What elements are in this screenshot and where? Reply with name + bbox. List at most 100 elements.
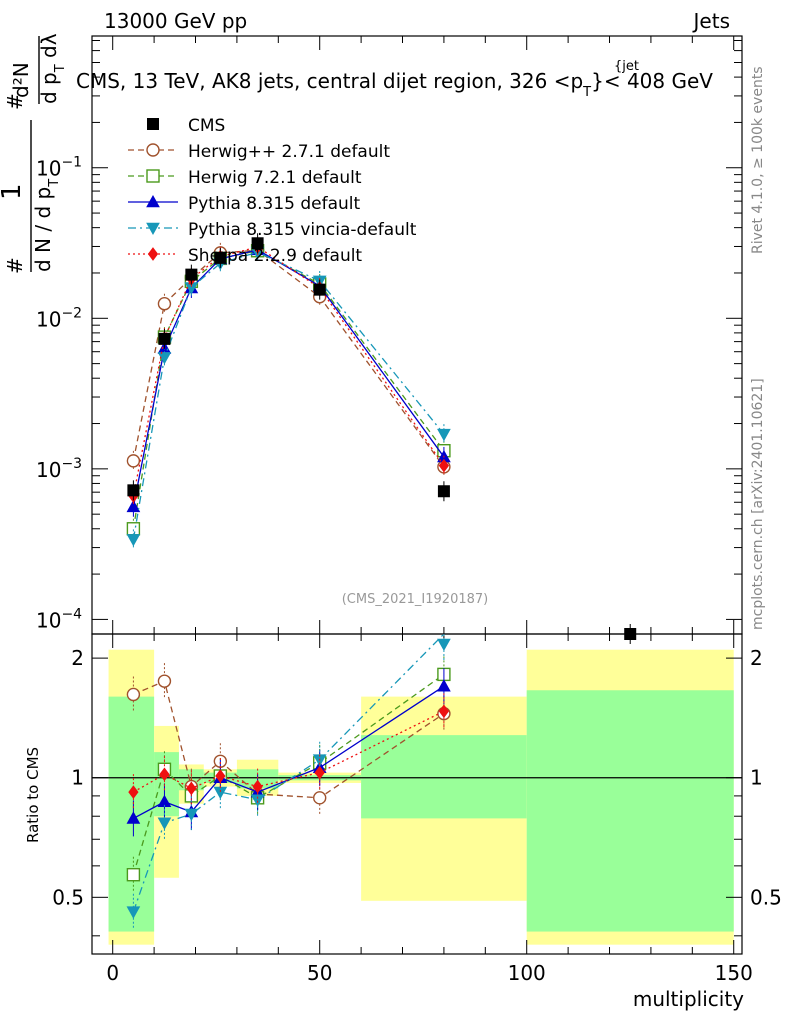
legend-label-herwig7: Herwig 7.2.1 default <box>188 168 362 188</box>
chart-title-sub: T <box>582 85 591 100</box>
rivet-label: Rivet 4.1.0, ≥ 100k events <box>750 66 766 254</box>
point-cms-3 <box>214 251 227 264</box>
legend-label-vincia: Pythia 8.315 vincia-default <box>188 220 417 240</box>
legend-marker-vincia <box>146 222 160 236</box>
series-vincia <box>126 242 451 550</box>
ratio-point-herwigpp-5 <box>313 791 327 805</box>
series-line-herwigpp <box>132 249 445 468</box>
y-label-hash-2: # <box>3 93 27 110</box>
y-label-den2: d pT dλ <box>37 33 68 104</box>
series-line-vincia <box>132 251 445 540</box>
ratio-point-vincia-4 <box>250 794 265 807</box>
y-tick-exp-1: −2 <box>61 305 82 321</box>
main-axis-ticks: 10−110−210−310−4 <box>36 36 742 634</box>
ratio-point-vincia-0 <box>126 906 141 919</box>
point-cms-5 <box>313 283 326 296</box>
y-tick-mantissa-1: 10 <box>36 307 61 331</box>
ratio-series-layer <box>126 633 451 930</box>
ratio-point-sherpa-5 <box>314 765 325 780</box>
ratio-point-sherpa-0 <box>128 785 139 799</box>
point-cms-2 <box>185 268 198 281</box>
analysis-tag: (CMS_2021_I1920187) <box>342 592 489 607</box>
y-label-num2: d²N <box>9 62 33 98</box>
x-tick-label-0: 0 <box>106 961 119 985</box>
point-vincia-6 <box>437 428 451 442</box>
legend-label-herwigpp: Herwig++ 2.7.1 default <box>188 142 390 162</box>
point-vincia-0 <box>126 534 141 547</box>
ratio-point-vincia-6 <box>437 638 451 652</box>
ratio-point-herwigpp-1 <box>157 674 172 688</box>
ratio-ytick-label-right-0: 0.5 <box>750 885 782 909</box>
ratio-point-herwig7-0 <box>126 868 141 882</box>
chart-title: CMS, 13 TeV, AK8 jets, central dijet reg… <box>76 69 713 100</box>
legend-marker-sherpa <box>147 247 159 261</box>
point-cms-0 <box>127 484 140 497</box>
x-tick-label-50: 50 <box>307 961 332 985</box>
y-tick-mantissa-0: 10 <box>36 157 61 181</box>
legend: CMS Herwig++ 2.7.1 default Herwig 7.2.1 de… <box>128 116 417 266</box>
y-label-den1: d N / d pT <box>31 179 62 272</box>
point-cms-7 <box>624 628 637 640</box>
ratio-point-pythia-0 <box>126 811 141 824</box>
ratio-point-herwigpp-0 <box>126 687 141 702</box>
y-tick-label-0: 10−1 <box>36 155 82 181</box>
legend-label-pythia: Pythia 8.315 default <box>188 194 361 214</box>
x-axis-label: multiplicity <box>633 987 744 1011</box>
y-tick-mantissa-2: 10 <box>36 458 61 482</box>
y-tick-exp-3: −4 <box>61 606 82 622</box>
ratio-point-sherpa-2 <box>186 781 197 796</box>
energy-label: 13000 GeV pp <box>104 9 247 33</box>
y-tick-label-1: 10−2 <box>36 305 82 331</box>
y-tick-exp-2: −3 <box>61 456 82 472</box>
point-cms-1 <box>158 332 171 345</box>
y-tick-exp-0: −1 <box>61 155 82 171</box>
ratio-ytick-label-left-0: 0.5 <box>52 885 84 909</box>
ratio-point-vincia-2 <box>184 808 199 822</box>
point-herwigpp-1 <box>157 297 172 311</box>
legend-label-sherpa: Sherpa 2.2.9 default <box>188 246 362 266</box>
point-herwig7-0 <box>126 522 141 536</box>
y-label-den1-text: d N / d p <box>31 187 55 272</box>
y-label-den2-text: d p <box>37 72 61 104</box>
series-cms <box>127 233 637 644</box>
ratio-frame <box>91 633 743 955</box>
y-label-den2-tail: dλ <box>37 33 61 64</box>
ratio-ytick-label-left-1: 1 <box>71 766 84 790</box>
main-series-layer <box>126 233 637 644</box>
point-vincia-1 <box>157 352 172 365</box>
y-tick-label-2: 10−3 <box>36 456 82 482</box>
ratio-point-sherpa-1 <box>159 767 170 782</box>
ratio-ytick-label-right-1: 1 <box>750 766 763 790</box>
legend-marker-herwigpp <box>146 143 160 157</box>
legend-marker-pythia <box>146 194 160 208</box>
source-label: mcplots.cern.ch [arXiv:2401.10621] <box>750 378 766 630</box>
legend-marker-cms <box>147 118 159 130</box>
series-sherpa <box>128 236 450 507</box>
y-label-den2-sub: T <box>53 64 68 73</box>
point-sherpa-6 <box>438 458 450 473</box>
legend-marker-herwig7 <box>146 169 160 183</box>
ratio-axis-ticks: 0 50 100 150 0.5 0.5 1 1 2 2 <box>52 634 782 985</box>
ratio-point-pythia-6 <box>437 679 451 692</box>
point-cms-4 <box>251 237 264 250</box>
y-tick-mantissa-3: 10 <box>36 608 61 632</box>
chart-title-sup: {jet <box>614 59 639 74</box>
x-tick-label-100: 100 <box>508 961 546 985</box>
chart-title-main: CMS, 13 TeV, AK8 jets, central dijet reg… <box>76 69 583 93</box>
ratio-point-vincia-1 <box>157 817 172 830</box>
ratio-point-sherpa-3 <box>215 769 226 783</box>
series-line-sherpa <box>132 246 445 497</box>
y-label-num1: 1 <box>0 183 27 200</box>
point-cms-6 <box>437 485 450 498</box>
chart-title-tail: }< 408 GeV <box>591 69 713 93</box>
point-herwigpp-0 <box>126 454 141 468</box>
ratio-ytick-label-right-2: 2 <box>750 646 763 670</box>
ratio-point-sherpa-6 <box>438 704 450 719</box>
ratio-band-inner-7 <box>526 690 734 932</box>
series-line-herwig7 <box>132 250 445 529</box>
series-herwig7 <box>126 240 451 539</box>
ratio-band-inner-6 <box>361 735 527 819</box>
ratio-y-label: Ratio to CMS <box>24 747 42 843</box>
y-label-hash-1: # <box>3 257 27 274</box>
